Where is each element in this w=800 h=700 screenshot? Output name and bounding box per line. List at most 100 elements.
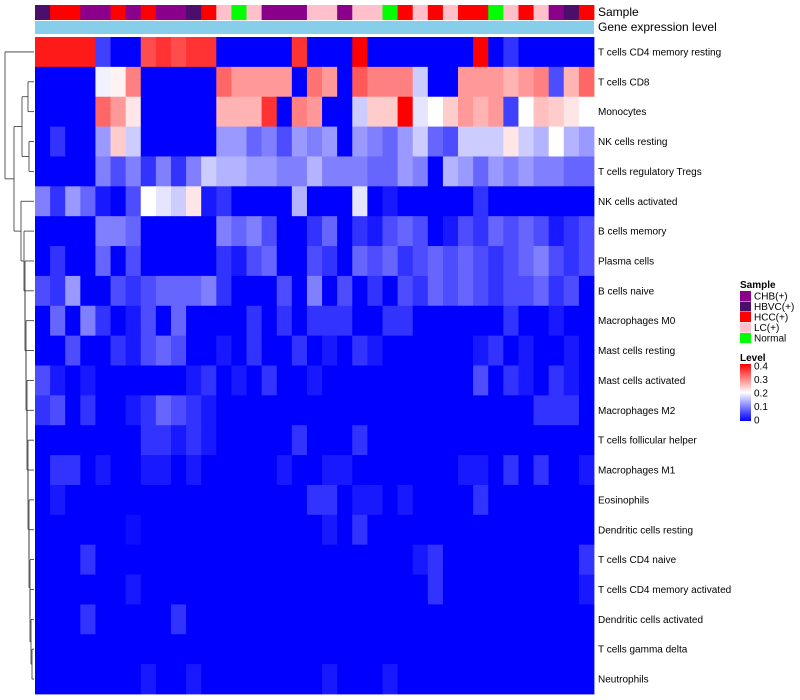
heatmap-cell	[427, 156, 444, 187]
heatmap-cell	[261, 484, 278, 516]
heatmap-cell	[427, 216, 444, 247]
heatmap-cell	[322, 37, 338, 68]
heatmap-cell	[427, 335, 444, 366]
heatmap-cell	[488, 484, 504, 516]
heatmap-cell	[352, 425, 368, 456]
sample-cell	[261, 5, 278, 20]
heatmap-cell	[186, 544, 202, 575]
heatmap-cell	[155, 246, 172, 277]
heatmap-cell	[337, 365, 353, 396]
heatmap-cell	[442, 275, 459, 307]
heatmap-cell	[382, 66, 398, 98]
heatmap-cell	[382, 186, 398, 217]
heatmap-cell	[412, 305, 429, 337]
heatmap-cell	[65, 66, 81, 98]
heatmap-cell	[367, 634, 383, 665]
heatmap-cell	[533, 365, 550, 396]
heatmap-cell	[412, 216, 429, 247]
heatmap-cell	[442, 395, 459, 426]
heatmap-cell	[473, 365, 489, 396]
heatmap-cell	[155, 126, 172, 157]
heatmap-cell	[216, 335, 232, 366]
sample-cell	[563, 5, 580, 20]
heatmap-cell	[110, 484, 127, 516]
heatmap-cell	[458, 246, 474, 277]
heatmap-cell	[352, 395, 368, 426]
sample-cell	[427, 5, 444, 20]
heatmap-cell	[397, 544, 414, 575]
heatmap-cell	[473, 335, 489, 366]
heatmap-cell	[110, 604, 127, 635]
heatmap-cell	[503, 246, 519, 277]
heatmap-cell	[140, 544, 157, 575]
heatmap-cell	[50, 574, 66, 605]
heatmap-cell	[382, 96, 398, 127]
heatmap-cell	[110, 246, 127, 277]
heatmap-cell	[518, 574, 534, 605]
heatmap-cell	[201, 126, 217, 157]
heatmap-cell	[442, 305, 459, 337]
heatmap-cell	[140, 574, 157, 605]
heatmap-cell	[261, 664, 278, 695]
heatmap-cell	[382, 246, 398, 277]
heatmap-cell	[427, 604, 444, 635]
level-colorbar	[740, 364, 751, 421]
heatmap-cell	[367, 425, 383, 456]
sample-cell	[80, 5, 96, 20]
heatmap-cell	[140, 484, 157, 516]
heatmap-cell	[306, 544, 323, 575]
heatmap-cell	[50, 246, 66, 277]
heatmap-cell	[473, 455, 489, 486]
heatmap-cell	[50, 156, 66, 187]
heatmap-cell	[216, 216, 232, 247]
heatmap-cell	[367, 604, 383, 635]
sample-cell	[548, 5, 565, 20]
heatmap-cell	[503, 66, 519, 98]
heatmap-cell	[95, 126, 111, 157]
heatmap-cell	[458, 37, 474, 68]
heatmap-cell	[125, 574, 142, 605]
heatmap-cell	[246, 664, 263, 695]
heatmap-cell	[140, 634, 157, 665]
heatmap-cell	[367, 365, 383, 396]
heatmap-cell	[276, 96, 293, 127]
heatmap-cell	[427, 66, 444, 98]
heatmap-cell	[578, 305, 595, 337]
heatmap-cell	[35, 574, 51, 605]
heatmap-cell	[80, 425, 96, 456]
heatmap-cell	[65, 455, 81, 486]
heatmap-cell	[110, 96, 127, 127]
heatmap-cell	[261, 37, 278, 68]
heatmap-cell	[488, 664, 504, 695]
heatmap-cell	[35, 305, 51, 337]
heatmap-cell	[246, 126, 263, 157]
heatmap-cell	[322, 604, 338, 635]
heatmap-cell	[427, 574, 444, 605]
heatmap-cell	[427, 365, 444, 396]
heatmap-cell	[503, 305, 519, 337]
heatmap-cell	[337, 156, 353, 187]
heatmap-cell	[125, 664, 142, 695]
heatmap-cell	[35, 425, 51, 456]
heatmap-cell	[246, 514, 263, 546]
heatmap-cell	[276, 395, 293, 426]
heatmap-cell	[155, 186, 172, 217]
heatmap-cell	[322, 455, 338, 486]
heatmap-cell	[65, 186, 81, 217]
heatmap-cell	[563, 186, 580, 217]
heatmap-cell	[458, 275, 474, 307]
heatmap-cell	[65, 514, 81, 546]
sample-cell	[186, 5, 202, 20]
row-label: B cells naive	[598, 286, 655, 297]
heatmap-cell	[306, 96, 323, 127]
heatmap-cell	[170, 604, 187, 635]
heatmap-cell	[186, 66, 202, 98]
heatmap-cell	[231, 186, 247, 217]
heatmap-cell	[170, 126, 187, 157]
heatmap-cell	[397, 275, 414, 307]
level-bar-fill	[35, 21, 594, 34]
heatmap-cell	[367, 126, 383, 157]
heatmap-cell	[140, 96, 157, 127]
heatmap-cell	[367, 275, 383, 307]
heatmap-cell	[261, 275, 278, 307]
